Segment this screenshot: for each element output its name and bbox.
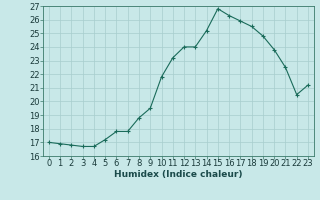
- X-axis label: Humidex (Indice chaleur): Humidex (Indice chaleur): [114, 170, 243, 179]
